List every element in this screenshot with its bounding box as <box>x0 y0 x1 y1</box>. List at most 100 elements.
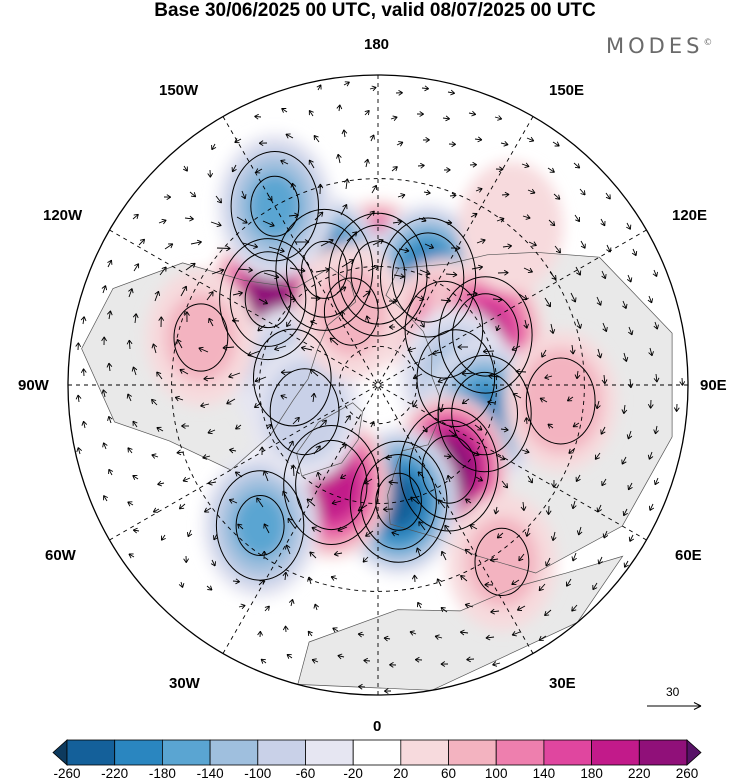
coastline <box>296 402 363 477</box>
wind-vector <box>621 404 628 414</box>
wind-vector <box>280 369 293 376</box>
wind-vector <box>308 109 314 117</box>
wind-vector <box>309 551 317 559</box>
brand-mark: © <box>703 38 713 48</box>
wind-vector <box>412 399 418 408</box>
lon-label-150e: 150E <box>549 82 585 99</box>
wind-vector <box>207 169 214 178</box>
wind-vector <box>156 371 163 380</box>
wind-vector <box>313 445 321 455</box>
wind-vector <box>210 559 216 567</box>
wind-vector <box>158 218 167 225</box>
wind-vector <box>551 479 557 488</box>
wind-vector <box>228 498 238 504</box>
anomaly-shading <box>146 133 617 631</box>
wind-vector <box>487 399 496 406</box>
wind-vector <box>622 508 628 517</box>
wind-vector <box>417 471 425 479</box>
anomaly-level <box>262 359 347 465</box>
wind-vector <box>202 454 211 460</box>
wind-vector <box>414 295 425 301</box>
wind-vector <box>282 490 290 503</box>
wind-vector <box>274 345 287 352</box>
wind-vector <box>469 524 478 530</box>
wind-vector <box>330 575 338 581</box>
wind-vector <box>501 191 510 198</box>
wind-vector <box>545 557 551 567</box>
colorbar-swatch <box>448 739 497 766</box>
wind-vector <box>592 582 598 591</box>
lon-label-120w: 120W <box>43 207 83 224</box>
wind-vector <box>575 474 581 482</box>
wind-vector <box>442 115 450 122</box>
wind-vector <box>500 426 509 433</box>
wind-vector <box>383 506 394 513</box>
wind-vector <box>237 267 253 273</box>
contour-line <box>229 251 307 347</box>
wind-vector <box>295 239 310 245</box>
wind-vector <box>263 523 270 534</box>
wind-vector <box>511 345 521 351</box>
wind-vector <box>366 210 375 220</box>
wind-vector <box>106 362 113 372</box>
wind-vector <box>627 482 633 491</box>
wind-vector <box>332 627 339 633</box>
wind-vector <box>489 556 499 563</box>
wind-vector <box>346 231 358 242</box>
wind-vector <box>126 339 133 350</box>
colorbar-tick-label: -260 <box>53 766 81 781</box>
wind-vector <box>235 424 242 430</box>
wind-vector <box>289 267 306 274</box>
contour-line <box>215 470 305 581</box>
wind-vector <box>127 447 133 454</box>
wind-vector <box>538 583 546 592</box>
wind-vector <box>397 193 406 199</box>
wind-vector <box>362 556 369 563</box>
wind-vector <box>226 398 236 405</box>
wind-vector <box>311 526 322 533</box>
wind-vector <box>623 560 629 568</box>
colorbar-tick-label: -100 <box>244 766 272 781</box>
wind-vector <box>580 240 586 249</box>
colorbar-swatch <box>543 739 593 766</box>
wind-vector <box>369 134 375 142</box>
wind-vector <box>569 344 576 355</box>
wind-vector <box>132 420 138 428</box>
wind-vector <box>602 322 608 333</box>
colorbar-tick-label: 60 <box>440 766 457 781</box>
wind-vector <box>494 115 503 121</box>
wind-vector <box>475 476 483 482</box>
colorbar-tick-label: -60 <box>295 766 316 781</box>
wind-vector <box>571 604 578 612</box>
wind-vector <box>206 291 214 301</box>
wind-vector <box>320 238 334 247</box>
colorbar-swatch <box>161 739 211 766</box>
anomaly-level <box>518 348 603 454</box>
wind-vector <box>156 426 164 432</box>
anomaly-level <box>165 292 237 383</box>
wind-vector <box>575 266 582 276</box>
wind-vector <box>450 245 461 251</box>
colorbar-tick-label: 220 <box>628 766 651 781</box>
wind-vector <box>444 524 452 535</box>
wind-vector <box>552 141 560 147</box>
wind-vector <box>176 339 183 349</box>
wind-vector <box>341 129 348 138</box>
vector-reference-value: 30 <box>666 685 680 699</box>
wind-vector <box>253 402 262 408</box>
wind-vector <box>515 368 527 375</box>
wind-vector <box>288 212 299 219</box>
wind-vector <box>127 501 134 507</box>
colorbar-low-extend <box>52 739 68 766</box>
wind-vector <box>627 378 634 389</box>
modes-logo: MODES© <box>606 34 712 58</box>
contour-line <box>408 419 490 520</box>
wind-vector <box>262 470 269 482</box>
wind-vector <box>292 416 300 425</box>
wind-vector <box>234 471 243 478</box>
wind-vector <box>372 238 384 246</box>
wind-vector <box>284 293 296 301</box>
lon-label-120e: 120E <box>672 207 708 224</box>
wind-vector <box>392 219 402 226</box>
colorbar-tick-label: 140 <box>532 766 556 781</box>
